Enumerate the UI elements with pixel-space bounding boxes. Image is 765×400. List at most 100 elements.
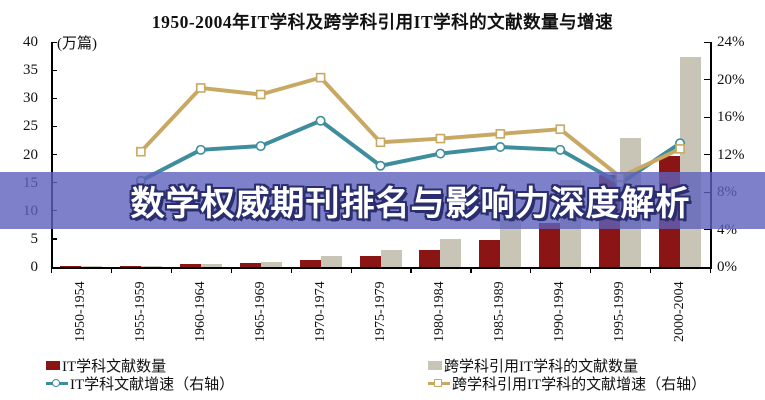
x-category-label: 1965-1969 xyxy=(252,281,268,342)
legend-bar-swatch xyxy=(428,361,442,370)
x-axis-tick xyxy=(290,267,292,273)
legend-label: 跨学科引用IT学科的文献增速（右轴） xyxy=(452,377,707,393)
left-axis-tick xyxy=(51,266,57,268)
right-axis-tick xyxy=(704,266,710,268)
right-axis-line xyxy=(710,42,712,267)
bar-it-docs xyxy=(239,263,261,267)
chart-title: 1950-2004年IT学科及跨学科引用IT学科的文献数量与增速 xyxy=(151,12,614,32)
x-axis-line xyxy=(51,267,712,269)
bar-cross-discipline-docs xyxy=(140,265,162,267)
x-category-label-wrap: 1985-1989 xyxy=(492,272,508,342)
x-axis-tick xyxy=(410,267,412,273)
bar-it-docs xyxy=(419,250,441,267)
square-marker xyxy=(136,146,146,157)
left-axis-tick-label: 5 xyxy=(30,230,39,247)
x-category-label: 1995-1999 xyxy=(612,281,628,342)
left-axis-tick-label: 20 xyxy=(23,146,38,163)
x-category-label: 1960-1964 xyxy=(192,281,208,342)
overlay-banner: 数学权威期刊排名与影响力深度解析 xyxy=(0,172,765,229)
left-axis-tick-label: 30 xyxy=(23,90,38,107)
legend-item: 跨学科引用IT学科的文献数量 xyxy=(428,355,638,376)
legend-item: IT学科文献增速（右轴） xyxy=(46,373,234,394)
square-marker xyxy=(255,89,266,100)
right-axis-tick-label: 24% xyxy=(717,34,745,50)
x-axis-tick xyxy=(230,267,232,273)
x-category-label-wrap: 1995-1999 xyxy=(612,272,628,342)
legend-label: IT学科文献增速（右轴） xyxy=(70,377,235,393)
legend-item: 跨学科引用IT学科的文献增速（右轴） xyxy=(428,373,706,394)
x-category-label: 1980-1984 xyxy=(432,281,448,342)
line-cross-growth xyxy=(139,75,681,179)
bar-cross-discipline-docs xyxy=(440,238,462,267)
left-axis-tick xyxy=(51,69,57,71)
circle-marker xyxy=(495,142,506,153)
x-category-label: 1990-1994 xyxy=(552,281,568,342)
bar-cross-discipline-docs xyxy=(80,266,102,267)
left-axis-tick xyxy=(51,125,57,128)
square-marker xyxy=(315,72,326,83)
right-axis-tick-label: 12% xyxy=(717,146,745,163)
left-axis-tick-label: 0 xyxy=(30,259,39,275)
right-axis-tick xyxy=(704,229,710,231)
x-category-label-wrap: 1960-1964 xyxy=(193,272,209,342)
left-axis-tick-label: 25 xyxy=(23,118,38,135)
circle-marker xyxy=(315,115,326,126)
bar-it-docs xyxy=(119,265,141,267)
right-axis-tick-label: 0% xyxy=(717,259,737,275)
square-marker xyxy=(495,129,506,139)
bar-cross-discipline-docs xyxy=(320,255,342,267)
x-axis-tick xyxy=(590,267,592,273)
bar-it-docs xyxy=(479,240,501,267)
bar-it-docs xyxy=(299,260,321,267)
x-axis-tick xyxy=(530,267,532,273)
x-category-label-wrap: 1990-1994 xyxy=(552,272,568,342)
circle-marker xyxy=(435,148,446,159)
bar-cross-discipline-docs xyxy=(200,263,222,267)
square-marker xyxy=(375,137,386,148)
x-axis-tick xyxy=(350,267,352,273)
left-axis-tick xyxy=(51,41,57,43)
chart-legend: IT学科文献数量 IT学科文献增速（右轴） 跨学科引用IT学科的文献数量跨学科引用I… xyxy=(0,350,765,394)
bar-cross-discipline-docs xyxy=(500,219,522,267)
legend-bar-swatch xyxy=(46,361,60,370)
bar-it-docs xyxy=(179,264,201,267)
bar-it-docs xyxy=(59,266,81,267)
x-category-label-wrap: 1975-1979 xyxy=(373,272,389,342)
right-axis-tick-label: 16% xyxy=(717,109,745,125)
bar-it-docs xyxy=(539,223,561,267)
bar-it-docs xyxy=(359,255,381,267)
x-category-label-wrap: 1980-1984 xyxy=(432,272,448,342)
x-category-label: 1975-1979 xyxy=(372,281,388,342)
legend-line-swatch xyxy=(46,379,68,389)
legend-label: IT学科文献数量 xyxy=(62,359,167,375)
bar-cross-discipline-docs xyxy=(380,250,402,267)
x-axis-tick xyxy=(710,267,712,273)
x-axis-tick xyxy=(650,267,652,273)
left-axis-tick xyxy=(51,97,57,99)
legend-item: IT学科文献数量 xyxy=(46,355,166,376)
right-axis-tick-label: 20% xyxy=(717,71,745,88)
right-axis-tick xyxy=(704,116,710,118)
square-marker xyxy=(195,83,206,93)
circle-marker xyxy=(555,144,566,155)
square-marker xyxy=(435,133,446,144)
banner-title: 数学权威期刊排名与影响力深度解析 xyxy=(130,185,691,223)
right-axis-tick xyxy=(704,79,710,81)
x-category-label: 1985-1989 xyxy=(492,281,508,342)
left-axis-tick-label: 40 xyxy=(23,34,38,50)
left-axis-tick-label: 35 xyxy=(23,62,38,79)
x-category-label-wrap: 2000-2004 xyxy=(672,272,688,342)
circle-marker xyxy=(375,160,386,171)
x-axis-tick xyxy=(170,267,172,273)
circle-marker xyxy=(255,141,266,152)
legend-line-swatch xyxy=(428,379,450,389)
square-marker xyxy=(555,124,566,134)
x-category-label-wrap: 1965-1969 xyxy=(253,272,269,342)
x-category-label-wrap: 1955-1959 xyxy=(133,272,149,342)
x-axis-tick xyxy=(110,267,113,273)
right-axis-tick xyxy=(704,41,710,43)
x-category-label: 1955-1959 xyxy=(132,281,148,342)
legend-label: 跨学科引用IT学科的文献数量 xyxy=(444,359,639,375)
bar-cross-discipline-docs xyxy=(680,56,702,267)
x-category-label: 1970-1974 xyxy=(312,281,328,342)
